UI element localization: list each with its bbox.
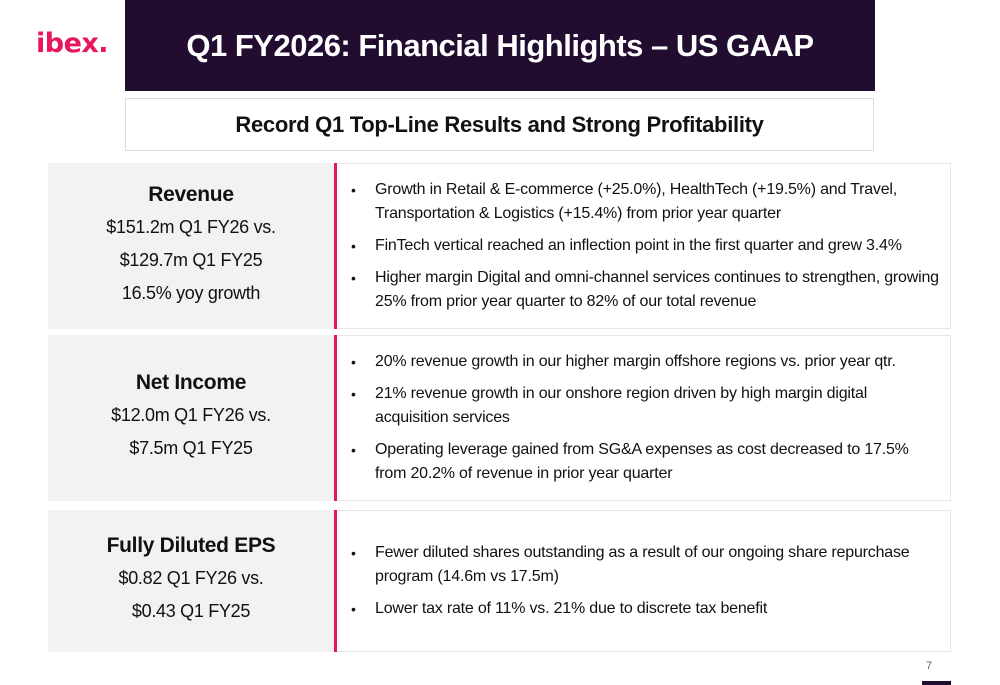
metric-title-eps: Fully Diluted EPS — [106, 534, 276, 557]
net-income-bullets: • 20% revenue growth in our higher margin… — [337, 335, 951, 501]
bullet-icon: • — [351, 238, 356, 254]
page-title: Q1 FY2026: Financial Highlights – US GAA… — [186, 27, 814, 63]
bullet-icon: • — [351, 270, 356, 286]
eps-bullets: • Fewer diluted shares outstanding as a r… — [337, 510, 951, 652]
subtitle-box: Record Q1 Top-Line Results and Strong Pr… — [125, 98, 874, 151]
bullet-text: Growth in Retail & E-commerce (+25.0%), … — [375, 181, 898, 222]
bullet-item: • 21% revenue growth in our onshore regio… — [351, 382, 942, 430]
title-banner: Q1 FY2026: Financial Highlights – US GAA… — [125, 0, 875, 91]
bullet-item: • FinTech vertical reached an inflection … — [351, 234, 942, 258]
eps-summary-panel: Fully Diluted EPS $0.82 Q1 FY26 vs. $0.4… — [48, 510, 334, 652]
metric-line: $0.82 Q1 FY26 vs. — [118, 568, 264, 588]
page-marker — [922, 681, 951, 685]
metric-line: $151.2m Q1 FY26 vs. — [106, 216, 276, 237]
accent-divider — [334, 163, 337, 329]
page-number: 7 — [926, 660, 933, 672]
revenue-summary-panel: Revenue $151.2m Q1 FY26 vs. $129.7m Q1 F… — [48, 163, 334, 329]
accent-divider — [334, 510, 337, 652]
bullet-icon: • — [351, 601, 356, 617]
bullet-item: • Higher margin Digital and omni-channel … — [351, 266, 942, 314]
net-income-row: Net Income $12.0m Q1 FY26 vs. $7.5m Q1 F… — [48, 335, 951, 501]
bullet-text: Fewer diluted shares outstanding as a re… — [375, 544, 910, 585]
bullet-text: 20% revenue growth in our higher margin … — [375, 353, 896, 370]
metric-line: $7.5m Q1 FY25 — [129, 438, 253, 458]
bullet-item: • Lower tax rate of 11% vs. 21% due to di… — [351, 597, 942, 621]
metric-line: $0.43 Q1 FY25 — [131, 601, 251, 621]
bullet-item: • Growth in Retail & E-commerce (+25.0%),… — [351, 178, 942, 226]
bullet-item: • Operating leverage gained from SG&A exp… — [351, 438, 942, 486]
bullet-item: • Fewer diluted shares outstanding as a r… — [351, 541, 942, 589]
metric-title-revenue: Revenue — [148, 182, 234, 206]
metric-line: $12.0m Q1 FY26 vs. — [111, 405, 271, 425]
bullet-icon: • — [351, 545, 356, 561]
metric-title-net-income: Net Income — [135, 371, 247, 394]
page-subtitle: Record Q1 Top-Line Results and Strong Pr… — [235, 111, 764, 137]
bullet-text: Lower tax rate of 11% vs. 21% due to dis… — [375, 600, 768, 617]
bullet-icon: • — [351, 182, 356, 198]
company-logo: ibex. — [36, 28, 109, 59]
bullet-icon: • — [351, 386, 356, 402]
bullet-text: Higher margin Digital and omni-channel s… — [375, 269, 939, 310]
bullet-text: Operating leverage gained from SG&A expe… — [375, 441, 909, 482]
bullet-text: 21% revenue growth in our onshore region… — [375, 385, 868, 426]
bullet-icon: • — [351, 354, 356, 370]
eps-row: Fully Diluted EPS $0.82 Q1 FY26 vs. $0.4… — [48, 510, 951, 652]
accent-divider — [334, 335, 337, 501]
metric-line: 16.5% yoy growth — [121, 282, 261, 303]
revenue-bullets: • Growth in Retail & E-commerce (+25.0%),… — [337, 163, 951, 329]
metric-line: $129.7m Q1 FY25 — [119, 249, 263, 270]
bullet-item: • 20% revenue growth in our higher margin… — [351, 350, 942, 374]
bullet-text: FinTech vertical reached an inflection p… — [375, 237, 902, 254]
revenue-row: Revenue $151.2m Q1 FY26 vs. $129.7m Q1 F… — [48, 163, 951, 329]
net-income-summary-panel: Net Income $12.0m Q1 FY26 vs. $7.5m Q1 F… — [48, 335, 334, 501]
bullet-icon: • — [351, 442, 356, 458]
